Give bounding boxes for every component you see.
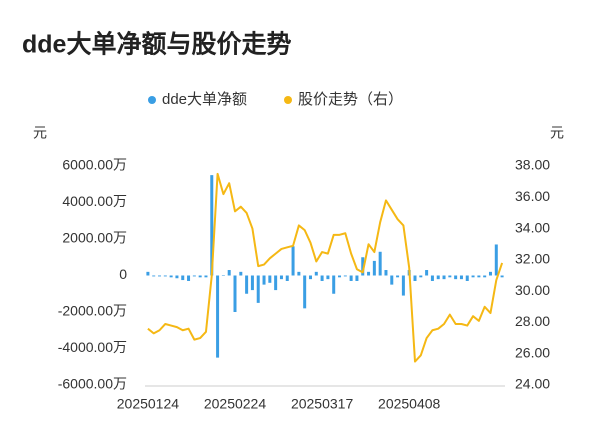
bar [483, 275, 487, 278]
legend-marker [284, 96, 292, 104]
bar [332, 275, 336, 294]
bar [442, 275, 446, 280]
bar [198, 275, 202, 278]
bar [390, 275, 394, 285]
bar [343, 275, 347, 277]
bar [256, 275, 260, 303]
bar [384, 270, 388, 276]
bar [152, 275, 156, 277]
y-axis-unit: 元 [33, 125, 47, 141]
bar [285, 275, 289, 281]
bar [471, 275, 475, 278]
bar [401, 275, 405, 296]
bar [221, 275, 225, 276]
bar [454, 275, 458, 280]
bar [477, 275, 481, 278]
bar [500, 275, 504, 278]
y2-tick-label: 34.00 [515, 219, 550, 235]
bar [175, 275, 179, 279]
bar [436, 275, 440, 280]
bar [233, 275, 237, 312]
bar [210, 175, 214, 276]
legend-marker [148, 96, 156, 104]
y-tick-label: 2000.00万 [62, 230, 127, 246]
bar [378, 251, 382, 276]
chart-title: dde大单净额与股价走势 [22, 30, 291, 59]
bar [338, 275, 342, 278]
bar [227, 270, 231, 276]
bar [268, 275, 272, 283]
x-tick-label: 20250224 [204, 396, 267, 412]
bar [181, 275, 185, 281]
y2-tick-label: 28.00 [515, 313, 550, 329]
bar [372, 260, 376, 276]
bar [488, 271, 492, 276]
bar [361, 257, 365, 276]
y-tick-label: 0 [119, 266, 127, 282]
bar [192, 275, 196, 277]
y2-tick-label: 38.00 [515, 157, 550, 173]
bar [355, 275, 359, 281]
bar [297, 271, 301, 276]
y-tick-label: -2000.00万 [58, 303, 127, 319]
bar [250, 275, 254, 291]
bar [163, 275, 167, 277]
y-tick-label: -4000.00万 [58, 339, 127, 355]
y2-tick-label: 30.00 [515, 282, 550, 298]
y-tick-label: 4000.00万 [62, 193, 127, 209]
bar [349, 275, 353, 281]
legend-label: 股价走势（右） [298, 91, 403, 108]
bar [367, 271, 371, 276]
price-line [147, 172, 504, 363]
bar [326, 275, 330, 280]
bar [245, 275, 249, 294]
y2-axis-unit: 元 [550, 125, 564, 141]
bar [204, 275, 208, 278]
x-tick-label: 20250317 [291, 396, 354, 412]
bar [187, 275, 191, 281]
bar [320, 275, 324, 281]
y-tick-label: 6000.00万 [62, 157, 127, 173]
bar [425, 270, 429, 276]
bar [169, 275, 173, 278]
x-tick-label: 20250124 [117, 396, 180, 412]
bar [279, 275, 283, 280]
bar [291, 246, 295, 276]
y2-tick-label: 36.00 [515, 188, 550, 204]
bar [216, 275, 220, 358]
bar [314, 271, 318, 276]
bar [448, 275, 452, 278]
bar [465, 275, 469, 281]
y2-tick-label: 32.00 [515, 251, 550, 267]
bar [494, 244, 498, 276]
bar [459, 275, 463, 280]
y2-tick-label: 24.00 [515, 376, 550, 392]
y-tick-label: -6000.00万 [58, 376, 127, 392]
bar [239, 271, 243, 276]
bar [419, 275, 423, 278]
bar [158, 275, 162, 277]
bar [146, 271, 150, 276]
bar [308, 275, 312, 280]
bar [303, 275, 307, 309]
bar [262, 275, 266, 285]
y2-tick-label: 26.00 [515, 344, 550, 360]
bar [430, 275, 434, 281]
bar [413, 275, 417, 281]
bar [396, 275, 400, 278]
bar [274, 275, 278, 291]
legend-label: dde大单净额 [162, 91, 247, 108]
x-tick-label: 20250408 [378, 396, 441, 412]
